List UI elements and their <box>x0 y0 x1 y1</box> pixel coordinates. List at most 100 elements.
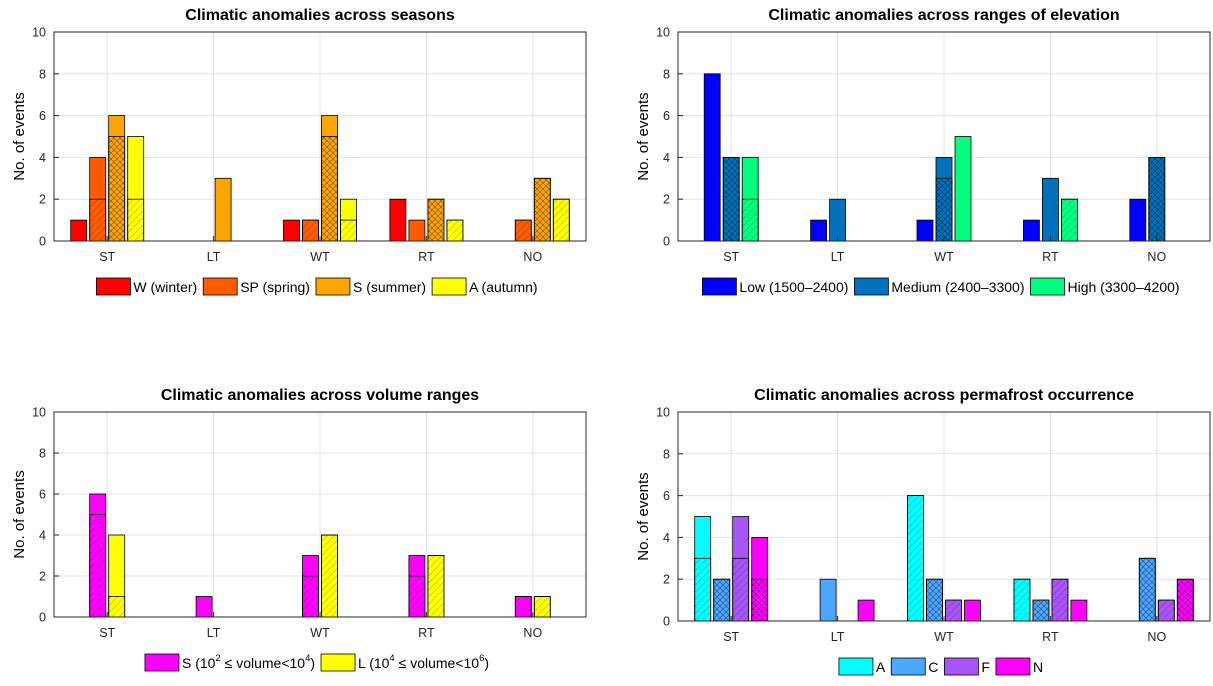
x-tick-label: LT <box>207 626 221 640</box>
bar-hatched-segment <box>1013 578 1031 622</box>
bar-hatched-segment <box>1176 578 1194 622</box>
legend-label: Medium (2400–3300) <box>891 279 1024 295</box>
bar-hatched-segment <box>408 575 426 618</box>
bar-hatched-segment <box>127 198 145 242</box>
bar-lt-s1 <box>829 198 846 242</box>
y-tick-label: 10 <box>656 26 670 40</box>
permafrost-panel: 0 2 4 6 8 10 ST LT WT RT NO Climatic anomalies acro… <box>635 387 1211 676</box>
y-tick-label: 10 <box>32 406 46 420</box>
legend-swatch <box>202 277 238 296</box>
bar-hatched-segment <box>427 555 445 618</box>
legend-label: A (autumn) <box>469 279 537 295</box>
x-tick-label: NO <box>523 250 542 264</box>
y-tick-label: 6 <box>39 488 46 502</box>
bar-hatched-segment <box>722 156 740 242</box>
legend-swatch <box>838 657 874 676</box>
legend-label: W (winter) <box>133 279 197 295</box>
legend-label: C <box>928 659 938 675</box>
x-tick-label: ST <box>99 626 115 640</box>
legend-label: SP (spring) <box>240 279 310 295</box>
x-tick-label: ST <box>723 630 739 644</box>
legend-label: S (102 ≤ volume<104) <box>182 653 315 671</box>
legend-label: L (104 ≤ volume<106) <box>358 653 489 671</box>
y-tick-label: 6 <box>39 109 46 123</box>
bar-rt-s3 <box>1070 599 1088 622</box>
bar-hatched-segment <box>89 198 107 242</box>
bar-hatched-segment <box>751 578 769 622</box>
bar-hatched-segment <box>89 514 107 618</box>
legend-item: S (102 ≤ volume<104) <box>144 653 315 672</box>
legend-swatch <box>431 277 467 296</box>
legend-item: Low (1500–2400) <box>702 277 848 296</box>
y-tick-label: 4 <box>663 151 670 165</box>
bar-hatched-segment <box>741 198 759 242</box>
legend-item: High (3300–4200) <box>1030 277 1180 296</box>
legend-item: C <box>890 657 938 676</box>
y-tick-label: 4 <box>663 531 670 545</box>
legend-swatch <box>702 277 737 296</box>
x-tick-label: WT <box>310 626 330 640</box>
bar-hatched-segment <box>108 136 126 242</box>
bar-hatched-segment <box>427 198 445 242</box>
legend-label: F <box>981 659 990 675</box>
legend-label: N <box>1033 659 1043 675</box>
legend: S (102 ≤ volume<104) L (104 ≤ volume<106) <box>144 653 489 672</box>
bar-lt-s3 <box>857 599 875 622</box>
bar-st-s0 <box>70 219 88 242</box>
x-tick-label: RT <box>418 626 435 640</box>
bar-hatched-segment <box>552 198 570 242</box>
bar-hatched-segment <box>926 578 943 622</box>
y-tick-label: 2 <box>39 193 46 207</box>
x-tick-label: NO <box>523 626 542 640</box>
x-tick-label: RT <box>1042 630 1059 644</box>
legend-swatch <box>1030 277 1065 296</box>
legend-swatch <box>890 657 926 676</box>
legend: W (winter) SP (spring) S (summer) A (autumn… <box>96 277 538 296</box>
legend-swatch <box>96 277 131 296</box>
legend-label: High (3300–4200) <box>1067 279 1179 295</box>
bar-lt-s1 <box>819 578 837 622</box>
legend-item: L (104 ≤ volume<106) <box>320 653 489 672</box>
bar-hatched-segment <box>533 596 551 618</box>
legend-swatch <box>320 653 356 672</box>
bar-hatched-segment <box>1157 599 1175 622</box>
bar-wt-s0 <box>283 219 300 242</box>
bar-hatched-segment <box>340 219 357 242</box>
y-tick-label: 0 <box>663 235 670 249</box>
y-tick-label: 8 <box>39 447 46 461</box>
legend-swatch <box>943 657 979 676</box>
y-axis-label: No. of events <box>11 470 28 558</box>
bar-wt-s2 <box>954 136 972 242</box>
x-tick-label: ST <box>723 250 739 264</box>
bar-hatched-segment <box>108 596 126 618</box>
y-tick-label: 2 <box>663 573 670 587</box>
x-tick-label: RT <box>418 250 435 264</box>
elevation-panel: 0 2 4 6 8 10 ST LT WT RT NO Climatic anomalies acro… <box>635 7 1211 296</box>
bar-rt-s1 <box>1042 177 1059 242</box>
chart-title: Climatic anomalies across seasons <box>185 7 455 24</box>
x-tick-label: LT <box>207 250 221 264</box>
chart-title: Climatic anomalies across permafrost occ… <box>754 387 1134 404</box>
x-tick-label: NO <box>1147 250 1166 264</box>
bar-rt-s0 <box>1023 219 1040 242</box>
bar-hatched-segment <box>907 495 924 622</box>
y-tick-label: 2 <box>39 570 46 584</box>
legend-item: A (autumn) <box>431 277 538 296</box>
y-tick-label: 4 <box>39 529 46 543</box>
y-axis-label: No. of events <box>11 92 28 180</box>
bar-hatched-segment <box>945 599 962 622</box>
bar-hatched-segment <box>514 596 532 618</box>
bar-wt-s3 <box>964 599 981 622</box>
legend-item: S (summer) <box>315 277 426 296</box>
x-tick-label: NO <box>1147 630 1166 644</box>
y-tick-label: 0 <box>39 235 46 249</box>
x-tick-label: ST <box>99 250 115 264</box>
y-tick-label: 10 <box>32 26 46 40</box>
x-tick-label: LT <box>831 630 845 644</box>
legend-item: A <box>838 657 886 676</box>
bar-hatched-segment <box>1061 198 1078 242</box>
legend-item: F <box>943 657 990 676</box>
legend-item: W (winter) <box>96 277 197 296</box>
